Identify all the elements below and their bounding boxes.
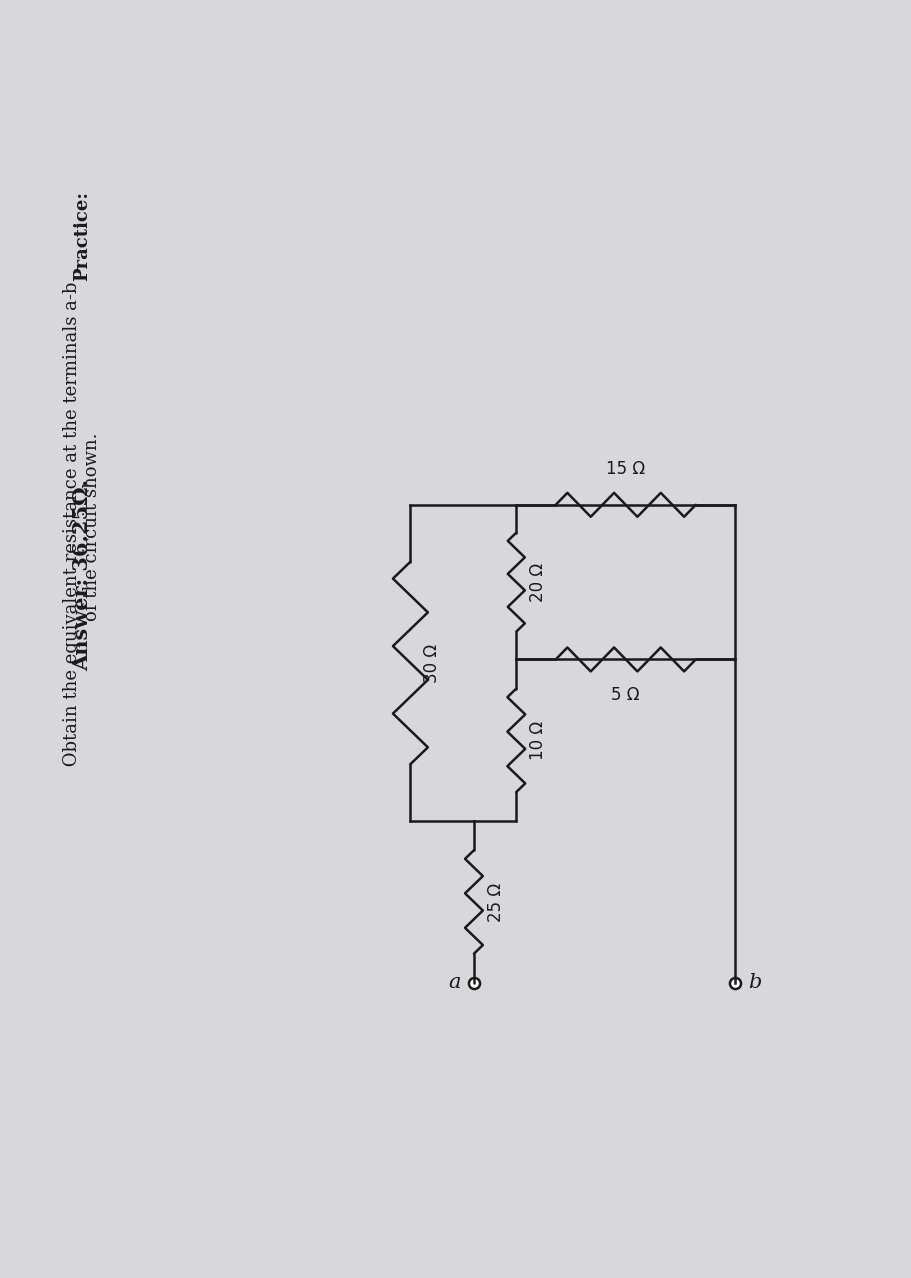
Text: 30 Ω: 30 Ω [423,643,441,682]
Text: Practice:: Practice: [73,192,91,281]
Text: 20 Ω: 20 Ω [529,562,547,602]
Text: b: b [748,974,762,992]
Text: Obtain the equivalent resistance at the terminals a-b
of the circuit shown.: Obtain the equivalent resistance at the … [63,281,101,772]
Text: 25 Ω: 25 Ω [486,882,505,921]
Text: 10 Ω: 10 Ω [529,721,547,760]
Text: Answer: 36.25Ω.: Answer: 36.25Ω. [72,479,92,671]
Text: a: a [449,974,461,992]
Text: 5 Ω: 5 Ω [611,686,640,704]
Text: 15 Ω: 15 Ω [606,460,645,478]
